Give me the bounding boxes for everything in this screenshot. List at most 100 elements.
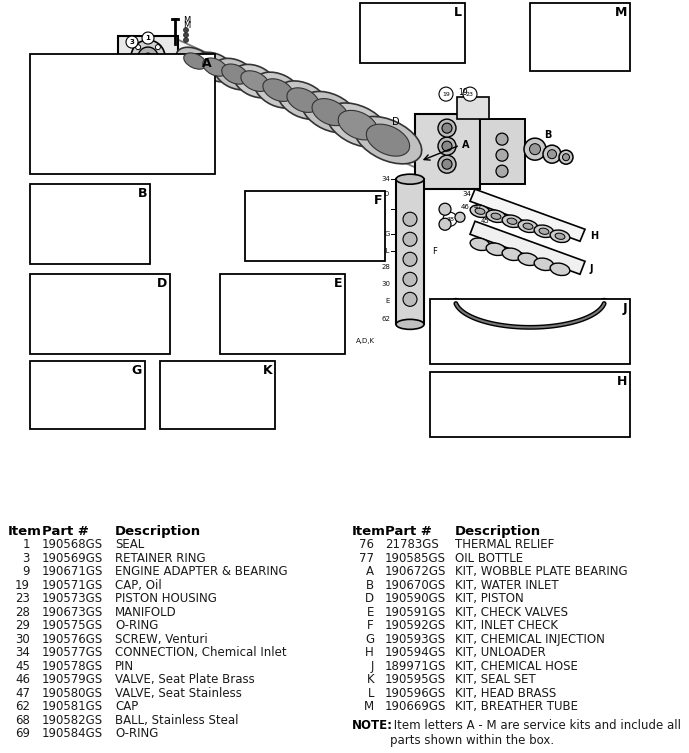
Text: E: E [333, 277, 342, 291]
Text: 190591GS: 190591GS [385, 605, 446, 618]
Bar [295, 234, 311, 244]
Circle shape [569, 398, 587, 416]
Circle shape [144, 53, 152, 61]
Text: D: D [157, 277, 167, 291]
Circle shape [142, 32, 154, 44]
Ellipse shape [262, 236, 269, 242]
Ellipse shape [470, 205, 490, 218]
Circle shape [459, 401, 469, 411]
Text: K: K [367, 673, 374, 686]
Ellipse shape [108, 218, 128, 230]
Bar [42, 398, 62, 407]
Text: 190584GS: 190584GS [42, 727, 103, 740]
Ellipse shape [195, 52, 235, 82]
Text: D: D [392, 117, 400, 127]
Text: J: J [622, 303, 627, 316]
Ellipse shape [278, 81, 329, 119]
Ellipse shape [203, 390, 221, 402]
Text: KIT, CHEMICAL HOSE: KIT, CHEMICAL HOSE [455, 660, 578, 672]
Text: 62: 62 [381, 316, 390, 322]
Ellipse shape [263, 79, 293, 102]
Ellipse shape [45, 115, 65, 127]
Circle shape [233, 312, 243, 322]
Ellipse shape [339, 237, 343, 241]
Text: 190580GS: 190580GS [42, 687, 103, 700]
Bar [372, 15, 427, 55]
Ellipse shape [184, 53, 206, 69]
Circle shape [442, 141, 452, 151]
Text: 68: 68 [15, 714, 30, 727]
Text: 45: 45 [15, 660, 30, 672]
Text: KIT, INLET CHECK: KIT, INLET CHECK [455, 619, 558, 632]
Circle shape [90, 329, 99, 338]
Ellipse shape [35, 109, 75, 133]
Bar [160, 361, 275, 429]
Text: KIT, CHECK VALVES: KIT, CHECK VALVES [455, 605, 568, 618]
Circle shape [138, 47, 158, 67]
Bar [396, 179, 424, 325]
Circle shape [70, 400, 74, 405]
Ellipse shape [327, 103, 389, 148]
Text: MANIFOLD: MANIFOLD [115, 605, 177, 618]
Ellipse shape [222, 64, 248, 84]
Text: 190593GS: 190593GS [385, 633, 446, 645]
Ellipse shape [312, 99, 348, 126]
Circle shape [127, 400, 132, 405]
Text: M: M [183, 16, 190, 25]
Text: 77: 77 [359, 551, 374, 565]
Text: 190571GS: 190571GS [42, 578, 103, 592]
Text: KIT, UNLOADER: KIT, UNLOADER [455, 646, 546, 659]
Text: A: A [203, 57, 212, 70]
Circle shape [516, 401, 526, 411]
Circle shape [377, 29, 389, 41]
Text: 190673GS: 190673GS [42, 605, 103, 618]
Circle shape [125, 398, 135, 407]
Text: KIT, CHEMICAL INJECTION: KIT, CHEMICAL INJECTION [455, 633, 605, 645]
Circle shape [277, 310, 291, 325]
Text: 23: 23 [466, 92, 474, 96]
Ellipse shape [241, 71, 269, 91]
Ellipse shape [263, 237, 267, 241]
Ellipse shape [302, 91, 358, 133]
Circle shape [439, 218, 451, 230]
Circle shape [496, 149, 508, 161]
Ellipse shape [254, 72, 302, 108]
Text: Item: Item [352, 525, 386, 538]
Circle shape [496, 165, 508, 177]
Circle shape [403, 273, 417, 286]
Text: CAP: CAP [115, 700, 138, 713]
Text: Description: Description [455, 525, 541, 538]
Bar [245, 191, 385, 261]
Ellipse shape [49, 325, 71, 347]
Circle shape [380, 32, 386, 38]
Circle shape [438, 119, 456, 137]
Ellipse shape [218, 392, 234, 401]
Text: F: F [433, 247, 438, 256]
Text: VALVE, Seat Plate Brass: VALVE, Seat Plate Brass [115, 673, 255, 686]
Circle shape [595, 404, 599, 408]
Text: E: E [367, 605, 374, 618]
Text: J: J [590, 264, 593, 274]
Circle shape [231, 392, 241, 401]
Circle shape [77, 329, 87, 338]
Text: L: L [367, 687, 374, 700]
Text: G: G [384, 231, 390, 237]
Ellipse shape [300, 236, 307, 242]
Text: H: H [365, 646, 374, 659]
Bar [42, 140, 56, 162]
Ellipse shape [71, 116, 89, 127]
Circle shape [538, 404, 542, 408]
Text: H: H [617, 376, 627, 389]
Circle shape [249, 311, 261, 323]
Text: A,D: A,D [378, 191, 390, 197]
Text: 76: 76 [359, 538, 374, 551]
Ellipse shape [97, 116, 113, 127]
Ellipse shape [176, 47, 214, 75]
Text: 62: 62 [15, 700, 30, 713]
Ellipse shape [550, 230, 570, 242]
Text: F: F [373, 194, 382, 207]
Text: 78: 78 [376, 212, 385, 217]
Text: CAP, Oil: CAP, Oil [115, 578, 162, 592]
Text: H: H [590, 231, 598, 241]
Ellipse shape [367, 124, 410, 156]
